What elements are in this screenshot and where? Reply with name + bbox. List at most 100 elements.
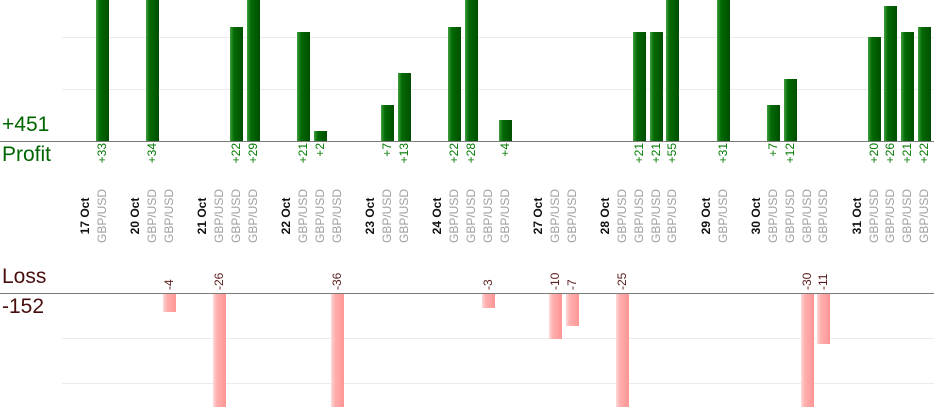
instrument-label: GBP/USD bbox=[212, 189, 226, 244]
instrument-label: GBP/USD bbox=[716, 189, 730, 244]
instrument-label: GBP/USD bbox=[162, 189, 176, 244]
instrument-label: GBP/USD bbox=[380, 189, 394, 244]
instrument-label: GBP/USD bbox=[783, 189, 797, 244]
loss-value-label: -7 bbox=[565, 279, 579, 290]
profit-value-label: +26 bbox=[883, 143, 897, 164]
instrument-label: GBP/USD bbox=[481, 189, 495, 244]
profit-value-label: +2 bbox=[313, 143, 327, 157]
instrument-label: GBP/USD bbox=[246, 189, 260, 244]
loss-axis-line bbox=[0, 293, 934, 294]
instrument-label: GBP/USD bbox=[330, 189, 344, 244]
profit-bar[interactable] bbox=[884, 6, 897, 141]
profit-value-label: +31 bbox=[716, 143, 730, 164]
date-label: 31 Oct bbox=[850, 197, 864, 235]
instrument-label: GBP/USD bbox=[447, 189, 461, 244]
instrument-label: GBP/USD bbox=[548, 189, 562, 244]
loss-value-label: -4 bbox=[162, 279, 176, 290]
profit-bar[interactable] bbox=[784, 79, 797, 141]
profit-bar[interactable] bbox=[297, 32, 310, 141]
loss-bar[interactable] bbox=[482, 294, 495, 308]
loss-total: -152 bbox=[2, 295, 45, 318]
profit-value-label: +21 bbox=[296, 143, 310, 164]
loss-bar[interactable] bbox=[566, 294, 579, 326]
profit-bar[interactable] bbox=[96, 0, 109, 141]
instrument-label: GBP/USD bbox=[665, 189, 679, 244]
loss-value-label: -25 bbox=[615, 272, 629, 290]
profit-value-label: +12 bbox=[783, 143, 797, 164]
profit-bar[interactable] bbox=[247, 0, 260, 141]
instrument-label: GBP/USD bbox=[867, 189, 881, 244]
instrument-label: GBP/USD bbox=[649, 189, 663, 244]
loss-gridline-10 bbox=[62, 338, 934, 339]
loss-gridline-20 bbox=[62, 383, 934, 384]
instrument-label: GBP/USD bbox=[883, 189, 897, 244]
loss-bar[interactable] bbox=[817, 294, 830, 344]
instrument-label: GBP/USD bbox=[229, 189, 243, 244]
loss-value-label: -30 bbox=[800, 272, 814, 290]
instrument-label: GBP/USD bbox=[313, 189, 327, 244]
instrument-label: GBP/USD bbox=[145, 189, 159, 244]
profit-value-label: +28 bbox=[464, 143, 478, 164]
profit-value-label: +21 bbox=[900, 143, 914, 164]
instrument-label: GBP/USD bbox=[632, 189, 646, 244]
profit-bar[interactable] bbox=[230, 27, 243, 141]
instrument-label: GBP/USD bbox=[498, 189, 512, 244]
profit-bar[interactable] bbox=[381, 105, 394, 141]
profit-total: +451 bbox=[2, 113, 50, 136]
loss-bar[interactable] bbox=[213, 294, 226, 407]
instrument-label: GBP/USD bbox=[800, 189, 814, 244]
profit-bar[interactable] bbox=[650, 32, 663, 141]
profit-bar[interactable] bbox=[398, 73, 411, 141]
profit-bar[interactable] bbox=[666, 0, 679, 141]
profit-bar[interactable] bbox=[918, 27, 931, 141]
profit-bar[interactable] bbox=[717, 0, 730, 141]
instrument-label: GBP/USD bbox=[766, 189, 780, 244]
date-label: 21 Oct bbox=[195, 197, 209, 235]
profit-bar[interactable] bbox=[633, 32, 646, 141]
loss-value-label: -11 bbox=[816, 273, 830, 290]
date-label: 23 Oct bbox=[363, 197, 377, 235]
date-label: 29 Oct bbox=[699, 197, 713, 235]
profit-bar[interactable] bbox=[146, 0, 159, 141]
profit-value-label: +34 bbox=[145, 143, 159, 164]
profit-value-label: +22 bbox=[917, 143, 931, 164]
date-label: 27 Oct bbox=[531, 197, 545, 235]
profit-bar[interactable] bbox=[868, 37, 881, 141]
profit-value-label: +20 bbox=[867, 143, 881, 164]
loss-bar[interactable] bbox=[616, 294, 629, 407]
profit-gridline-10 bbox=[62, 89, 934, 90]
date-label: 28 Oct bbox=[598, 197, 612, 235]
profit-bar[interactable] bbox=[499, 120, 512, 141]
loss-bar[interactable] bbox=[549, 294, 562, 339]
profit-value-label: +55 bbox=[665, 143, 679, 164]
profit-bar[interactable] bbox=[314, 131, 327, 141]
profit-value-label: +4 bbox=[498, 143, 512, 157]
loss-bar[interactable] bbox=[163, 294, 176, 312]
loss-bar[interactable] bbox=[331, 294, 344, 407]
instrument-label: GBP/USD bbox=[397, 189, 411, 244]
profit-value-label: +13 bbox=[397, 143, 411, 164]
profit-bar[interactable] bbox=[901, 32, 914, 141]
loss-bar[interactable] bbox=[801, 294, 814, 407]
date-label: 30 Oct bbox=[749, 197, 763, 235]
profit-value-label: +29 bbox=[246, 143, 260, 164]
instrument-label: GBP/USD bbox=[917, 189, 931, 244]
instrument-label: GBP/USD bbox=[565, 189, 579, 244]
profit-bar[interactable] bbox=[767, 105, 780, 141]
instrument-label: GBP/USD bbox=[816, 189, 830, 244]
profit-heading: Profit bbox=[2, 143, 52, 166]
loss-value-label: -3 bbox=[481, 279, 495, 290]
profit-axis-line bbox=[0, 141, 934, 142]
instrument-label: GBP/USD bbox=[95, 189, 109, 244]
profit-value-label: +22 bbox=[447, 143, 461, 164]
profit-bar[interactable] bbox=[465, 0, 478, 141]
profit-value-label: +7 bbox=[380, 143, 394, 157]
loss-plot-area bbox=[0, 294, 934, 407]
profit-value-label: +22 bbox=[229, 143, 243, 164]
profit-value-label: +33 bbox=[95, 143, 109, 164]
loss-value-label: -10 bbox=[548, 272, 562, 290]
loss-value-label: -26 bbox=[212, 272, 226, 290]
profit-bar[interactable] bbox=[448, 27, 461, 141]
profit-plot-area bbox=[0, 0, 934, 141]
